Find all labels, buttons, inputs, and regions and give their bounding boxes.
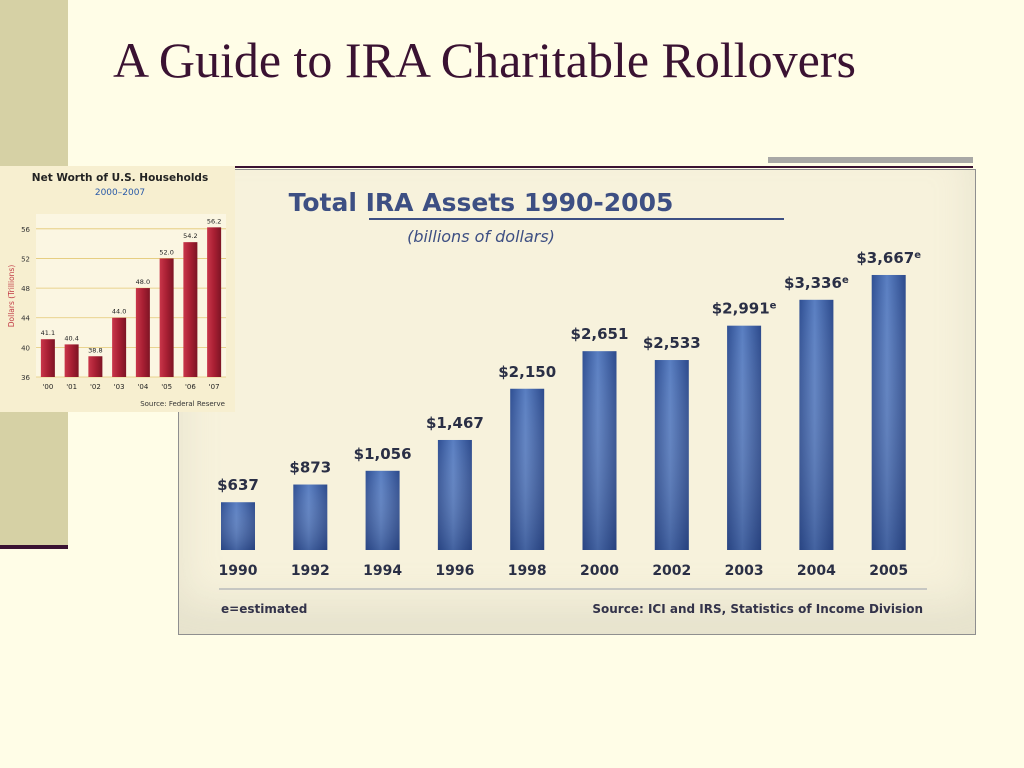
ira-year-label: 2004	[797, 563, 836, 579]
ira-bar-value-label: $1,467	[426, 414, 484, 432]
title-rule-accent	[768, 157, 973, 163]
slide-title: A Guide to IRA Charitable Rollovers	[113, 32, 856, 88]
net-worth-source: Source: Federal Reserve	[140, 400, 225, 408]
ira-estimated-marker: e	[770, 300, 777, 311]
ira-estimated-marker: e	[842, 274, 849, 285]
ira-bar-shade	[871, 274, 906, 550]
ira-chart-source: Source: ICI and IRS, Statistics of Incom…	[592, 602, 923, 616]
ira-bar-value-label: $2,651	[571, 325, 629, 343]
net-worth-xtick: '04	[137, 383, 148, 391]
ira-assets-chart-svg: Total IRA Assets 1990-2005 (billions of …	[217, 188, 927, 616]
ira-bar-shade	[510, 388, 545, 550]
net-worth-xtick: '01	[66, 383, 77, 391]
net-worth-ylabel: Dollars (Trillions)	[7, 265, 16, 328]
net-worth-bar	[135, 288, 150, 377]
net-worth-bar-value-label: 52.0	[159, 248, 173, 256]
net-worth-chart-svg: Net Worth of U.S. Households 2000–2007 D…	[7, 172, 226, 408]
ira-year-label: 1994	[363, 563, 402, 579]
ira-bar-shade	[654, 360, 689, 550]
net-worth-bar	[64, 344, 79, 377]
net-worth-ytick: 56	[21, 226, 30, 234]
net-worth-bar	[112, 317, 127, 377]
net-worth-xtick: '06	[185, 383, 196, 391]
ira-bar-shade	[293, 484, 328, 550]
net-worth-bar	[207, 227, 222, 377]
net-worth-bar-value-label: 41.1	[41, 329, 55, 337]
ira-chart-title: Total IRA Assets 1990-2005	[289, 188, 674, 217]
net-worth-ytick: 48	[21, 285, 30, 293]
ira-bar-shade	[221, 502, 255, 550]
ira-bar-value-label: $2,533	[643, 334, 701, 352]
net-worth-ytick: 40	[21, 344, 30, 352]
ira-assets-chart: Total IRA Assets 1990-2005 (billions of …	[178, 169, 976, 635]
net-worth-ytick: 36	[21, 374, 30, 382]
ira-bar-value-label: $3,336e	[784, 274, 849, 292]
ira-year-label: 1992	[291, 563, 330, 579]
net-worth-xtick: '00	[42, 383, 53, 391]
net-worth-bar-value-label: 48.0	[136, 278, 150, 286]
ira-bar-shade	[582, 351, 617, 550]
net-worth-bar-value-label: 44.0	[112, 308, 126, 316]
net-worth-bar-value-label: 54.2	[183, 232, 197, 240]
ira-year-label: 2003	[725, 563, 764, 579]
ira-bar-shade	[437, 439, 472, 550]
net-worth-ytick: 44	[21, 315, 30, 323]
net-worth-bar-value-label: 56.2	[207, 217, 221, 225]
net-worth-xtick: '07	[209, 383, 220, 391]
net-worth-bar	[40, 339, 55, 377]
net-worth-xtick: '02	[90, 383, 101, 391]
ira-bar-value-label: $873	[289, 459, 331, 477]
net-worth-ytick: 52	[21, 255, 30, 263]
net-worth-bar	[159, 258, 174, 377]
ira-year-label: 2002	[652, 563, 691, 579]
title-rule	[113, 166, 973, 168]
ira-bar-shade	[799, 299, 834, 550]
ira-bar-shade	[365, 470, 400, 550]
ira-bar-value-label: $2,991e	[712, 300, 777, 318]
ira-estimated-marker: e	[914, 249, 921, 260]
net-worth-subtitle: 2000–2007	[95, 188, 145, 198]
ira-bar-value-label: $637	[217, 476, 259, 494]
ira-year-label: 1996	[435, 563, 474, 579]
net-worth-xtick: '03	[114, 383, 125, 391]
ira-bar-value-label: $3,667e	[856, 249, 921, 267]
net-worth-xtick: '05	[161, 383, 172, 391]
ira-year-label: 2000	[580, 563, 619, 579]
net-worth-bar	[183, 242, 198, 377]
net-worth-chart: Net Worth of U.S. Households 2000–2007 D…	[0, 166, 235, 412]
ira-chart-subtitle: (billions of dollars)	[407, 227, 555, 246]
ira-chart-footnote: e=estimated	[221, 602, 307, 616]
net-worth-bar-value-label: 40.4	[64, 334, 78, 342]
ira-bar-value-label: $2,150	[498, 363, 556, 381]
ira-bar-value-label: $1,056	[354, 445, 412, 463]
net-worth-title: Net Worth of U.S. Households	[32, 172, 208, 184]
ira-year-label: 1998	[508, 563, 547, 579]
ira-year-label: 2005	[869, 563, 908, 579]
ira-bar-shade	[727, 325, 762, 550]
net-worth-bar-value-label: 38.8	[88, 346, 102, 354]
ira-year-label: 1990	[219, 563, 258, 579]
net-worth-bar	[88, 356, 103, 377]
left-accent-rule	[0, 545, 68, 549]
